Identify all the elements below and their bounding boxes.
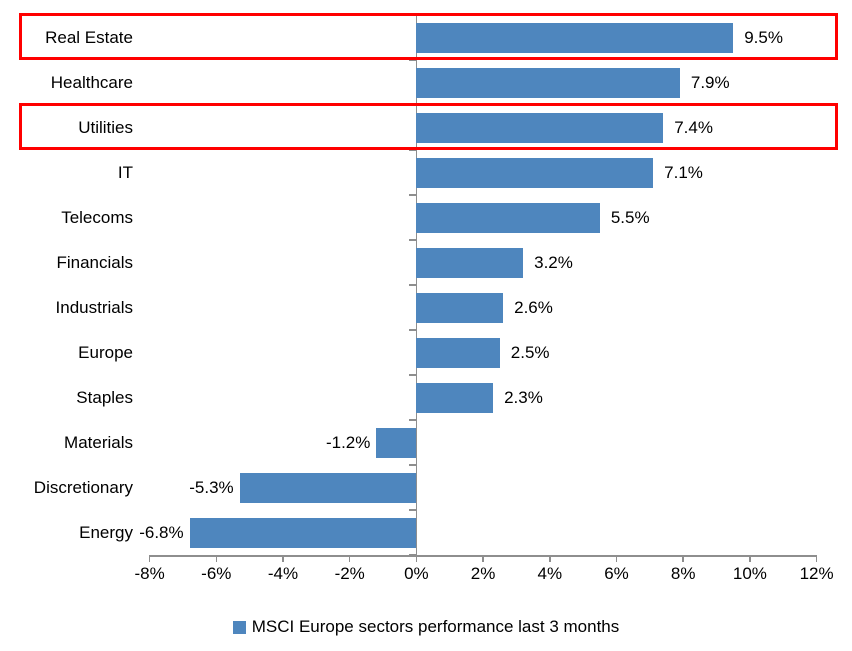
value-label: -5.3% (189, 478, 234, 497)
value-label: 2.5% (510, 343, 550, 362)
category-label: IT (117, 163, 133, 182)
highlight-box (19, 12, 838, 60)
x-tick (482, 555, 484, 562)
x-tick (348, 555, 351, 562)
category-label: Europe (78, 343, 133, 362)
category-tick (409, 464, 417, 466)
x-tick (682, 555, 684, 562)
category-tick (409, 194, 417, 196)
category-label: Industrials (55, 298, 133, 317)
x-tick-label: 2% (470, 564, 496, 583)
x-tick-label: 10% (732, 564, 767, 583)
x-tick-label: 6% (604, 564, 629, 583)
x-tick-label: 0% (404, 564, 429, 583)
zero-axis-line (415, 14, 418, 555)
bar (416, 382, 494, 413)
category-label: Telecoms (61, 208, 133, 227)
value-label: 9.5% (744, 28, 783, 47)
x-tick (815, 555, 818, 562)
category-tick (409, 374, 417, 376)
x-tick-label: -2% (334, 564, 365, 583)
bar (416, 22, 734, 53)
x-tick (615, 555, 618, 562)
category-label: Materials (64, 433, 133, 452)
x-tick (549, 555, 551, 562)
category-tick (409, 59, 417, 61)
legend-swatch-icon (232, 620, 246, 634)
category-tick (409, 419, 417, 421)
category-label: Healthcare (50, 73, 133, 92)
bar (376, 427, 417, 458)
value-label: 7.1% (664, 163, 703, 182)
bar (416, 292, 504, 323)
x-tick-label: 12% (799, 564, 834, 583)
value-label: 2.6% (514, 298, 553, 317)
highlight-box (19, 102, 838, 150)
x-tick-label: -8% (134, 564, 165, 583)
value-label: -6.8% (139, 523, 184, 542)
bar (416, 247, 524, 278)
bar (239, 472, 417, 503)
value-label: 3.2% (534, 253, 573, 272)
value-label: 5.5% (610, 208, 650, 227)
bar (416, 112, 664, 143)
x-tick (282, 555, 284, 562)
x-tick (749, 555, 751, 562)
bar (416, 337, 500, 368)
x-tick (148, 555, 151, 562)
x-tick-label: 8% (670, 564, 696, 583)
category-label: Staples (76, 388, 133, 407)
category-label: Financials (56, 253, 133, 272)
x-tick (415, 555, 418, 562)
x-tick (215, 555, 218, 562)
category-tick (409, 239, 417, 241)
legend-label: MSCI Europe sectors performance last 3 m… (251, 617, 620, 636)
value-label: 2.3% (504, 388, 543, 407)
legend: MSCI Europe sectors performance last 3 m… (0, 612, 852, 642)
x-tick-label: 4% (537, 564, 563, 583)
bar (416, 157, 654, 188)
category-tick (409, 149, 417, 151)
value-label: 7.4% (674, 118, 713, 137)
category-label: Energy (79, 523, 133, 542)
x-tick-label: -4% (267, 564, 299, 583)
x-tick-label: -6% (201, 564, 232, 583)
category-label: Discretionary (33, 478, 133, 497)
category-tick (409, 554, 417, 556)
value-label: -1.2% (325, 433, 371, 452)
value-label: 7.9% (690, 73, 730, 92)
category-label: Real Estate (45, 28, 133, 47)
category-tick (409, 329, 417, 331)
bar (189, 517, 417, 548)
category-tick (409, 284, 417, 286)
category-label: Utilities (78, 118, 133, 137)
category-tick (409, 509, 417, 511)
bar (416, 202, 600, 233)
bar (416, 67, 680, 98)
